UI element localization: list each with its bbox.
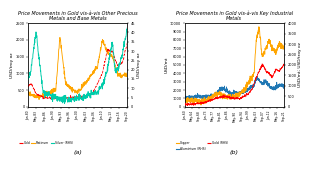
Y-axis label: USD/mt; USD/troy oz: USD/mt; USD/troy oz: [298, 43, 302, 87]
Y-axis label: USD/troy oz: USD/troy oz: [137, 52, 141, 78]
Title: Price Movements in Gold vis-à-vis Other Precious
Metals and Base Metals: Price Movements in Gold vis-à-vis Other …: [18, 11, 138, 21]
Text: (b): (b): [230, 150, 239, 155]
Y-axis label: USD/troy oz: USD/troy oz: [10, 52, 14, 78]
Legend: Gold, Platinum, Silver (RHS): Gold, Platinum, Silver (RHS): [18, 140, 75, 146]
Text: (a): (a): [73, 150, 82, 155]
Legend: Copper, Aluminium (RHS), Gold (RHS): Copper, Aluminium (RHS), Gold (RHS): [174, 140, 229, 152]
Y-axis label: USD/mt: USD/mt: [165, 57, 169, 73]
Title: Price Movements in Gold vis-à-vis Key Industrial
Metals: Price Movements in Gold vis-à-vis Key In…: [176, 10, 293, 21]
